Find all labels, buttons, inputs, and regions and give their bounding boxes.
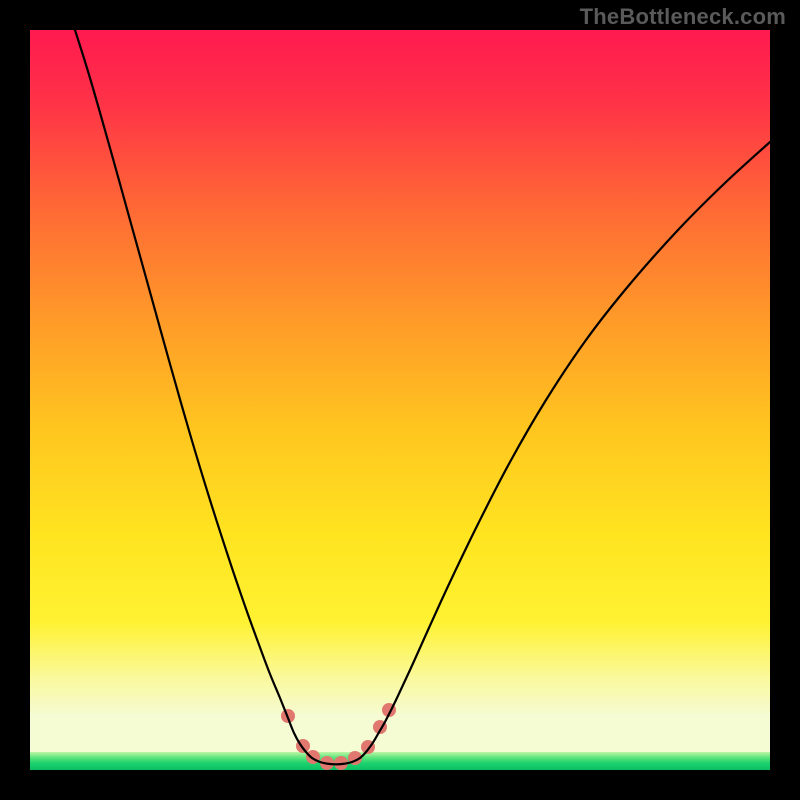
gradient-background — [30, 30, 770, 752]
green-band — [30, 752, 770, 770]
plot-area — [30, 30, 770, 770]
plot-svg — [30, 30, 770, 770]
chart-frame: TheBottleneck.com — [0, 0, 800, 800]
watermark-text: TheBottleneck.com — [580, 4, 786, 30]
